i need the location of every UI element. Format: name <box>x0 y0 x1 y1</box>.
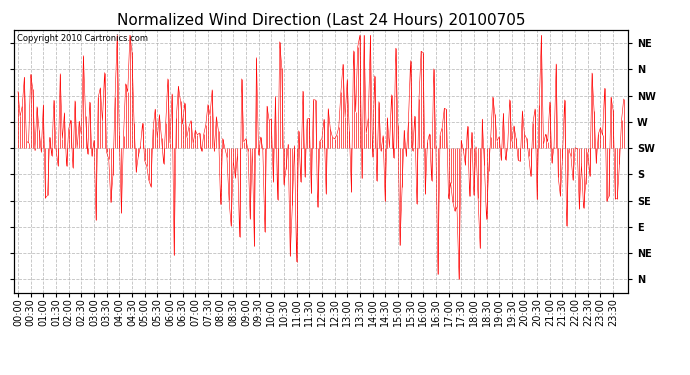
Text: Copyright 2010 Cartronics.com: Copyright 2010 Cartronics.com <box>17 34 148 43</box>
Title: Normalized Wind Direction (Last 24 Hours) 20100705: Normalized Wind Direction (Last 24 Hours… <box>117 12 525 27</box>
